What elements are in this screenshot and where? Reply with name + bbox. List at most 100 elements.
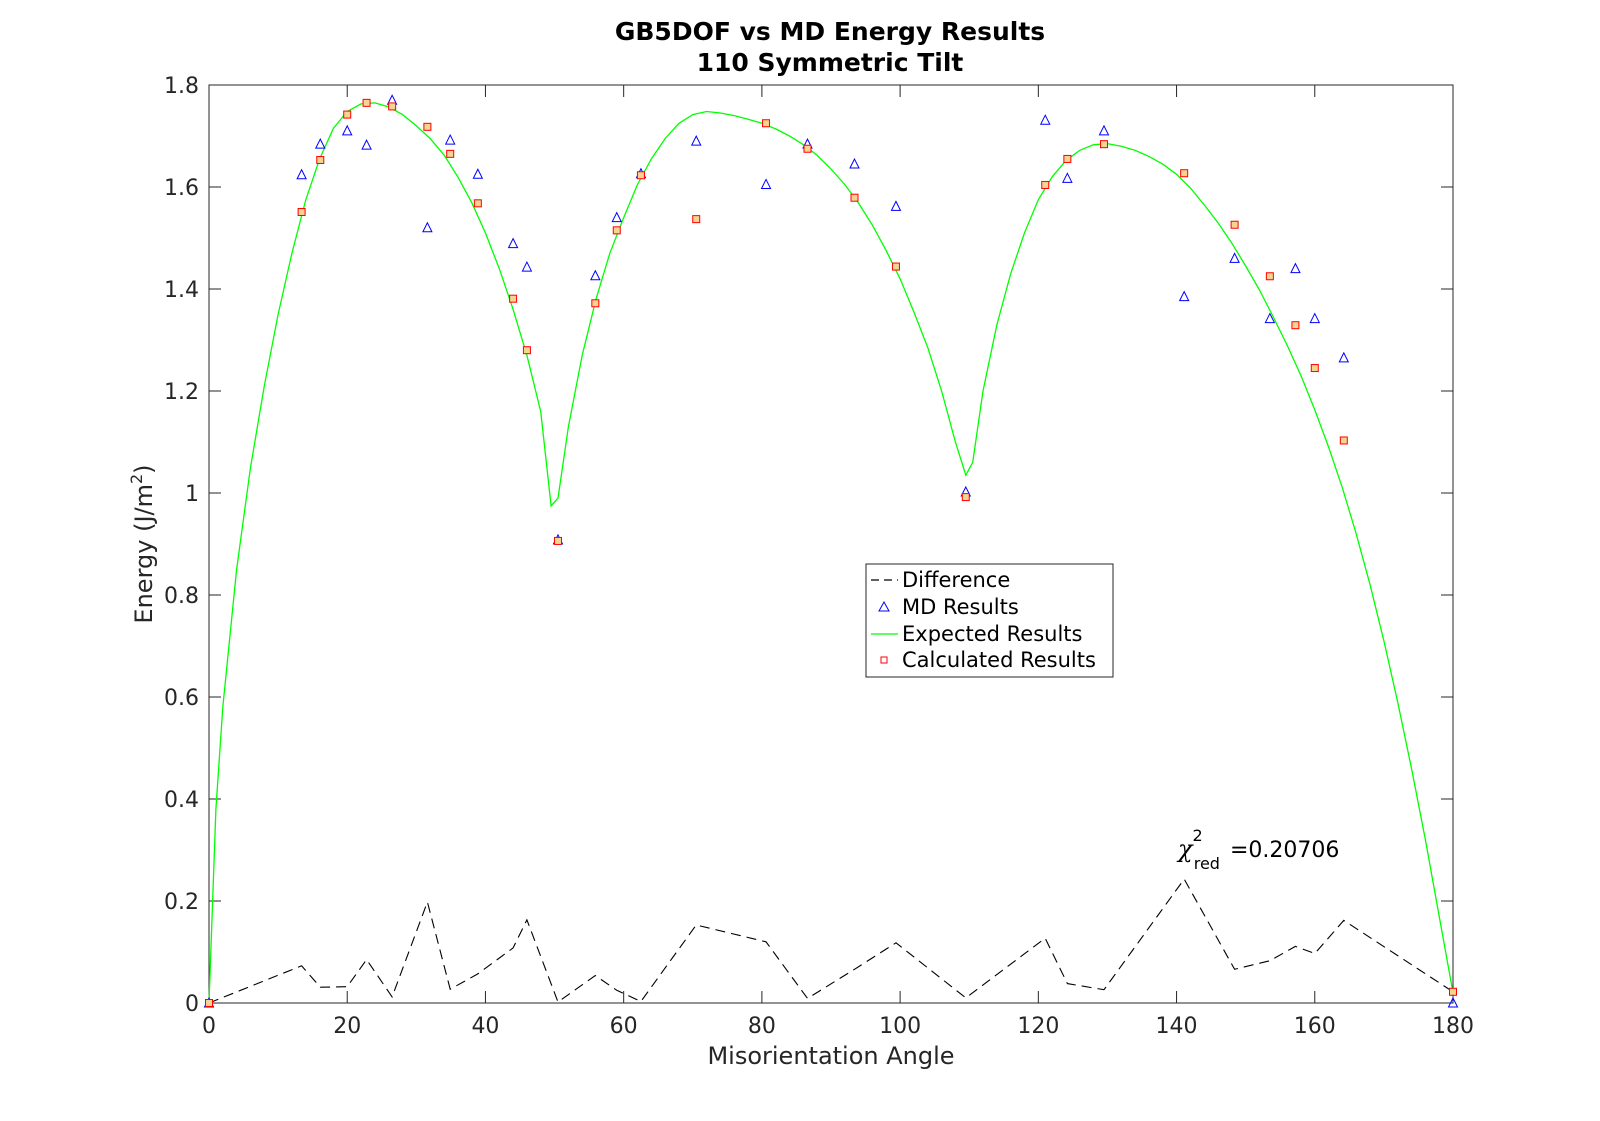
x-tick-label: 100 [879,1014,921,1039]
chi-symbol: χ [1176,835,1194,863]
legend-calculated-swatch [880,656,888,664]
calculated-point [343,110,352,119]
x-tick-label: 80 [748,1014,776,1039]
x-tick-label: 180 [1432,1014,1474,1039]
calculated-point [1310,364,1319,373]
calculated-point [446,149,455,158]
md-point [296,168,307,180]
x-tick-label: 20 [333,1014,361,1039]
chi-squared-annotation: χ2 red =0.20706 [1176,826,1339,873]
series-difference [208,878,1454,1004]
md-point [1178,290,1190,302]
md-point [507,237,519,249]
series-calculated-results [205,98,1457,1007]
calculated-point [1099,140,1108,149]
calculated-point [1180,169,1189,178]
md-point [341,124,353,136]
y-axis-label: Energy (J/m2) [127,464,158,623]
md-point [1447,996,1459,1008]
x-tick-labels: 0 20 40 60 80 100 120 140 160 180 [202,1014,1474,1039]
chi-subscript: red [1194,854,1220,873]
y-tick-label: 0.2 [164,890,199,915]
calculated-point [636,171,645,180]
y-tick-label: 0.4 [164,788,199,813]
calculated-point [362,98,371,107]
y-tick-label: 0 [185,992,199,1017]
md-point [1264,312,1276,324]
legend-box [865,563,1114,678]
calculated-point [1063,154,1072,163]
md-point [690,134,702,146]
y-tick-label: 0.8 [164,584,199,609]
y-axis-label-sup: 2 [127,474,146,484]
y-tick-label: 1.8 [164,74,199,99]
x-tick-label: 40 [471,1014,499,1039]
md-point [361,139,372,150]
calculated-point [509,294,518,303]
x-tick-label: 160 [1294,1014,1336,1039]
calculated-point [692,215,701,224]
md-point [890,200,902,211]
md-point [1062,172,1073,183]
calculated-point [297,207,306,216]
calculated-point [423,122,432,131]
plot-area [208,84,1454,1004]
calculated-point [850,193,859,202]
calculated-point [316,155,325,164]
calculated-point [1449,987,1457,996]
calculated-point [205,999,213,1007]
chi-superscript: 2 [1193,826,1203,845]
x-tick-label: 120 [1017,1014,1059,1039]
calculated-point [612,226,621,235]
x-tick-label: 60 [610,1014,638,1039]
y-axis-label-tail: ) [130,464,158,473]
series-md-results [203,94,1459,1008]
md-point [314,138,326,149]
x-axis-label: Misorientation Angle [707,1042,954,1070]
y-tick-label: 1.2 [164,380,199,405]
md-point [590,269,601,281]
md-point [1039,114,1051,125]
y-axis-label-main: Energy (J/m [130,484,158,624]
md-point [760,178,772,189]
expected-results-line [208,102,1454,1004]
calculated-point [522,346,531,355]
calculated-point [1230,220,1239,229]
calculated-point [473,199,482,208]
y-tick-label: 0.6 [164,686,199,711]
md-point [1309,312,1321,324]
y-tick-label: 1.4 [164,278,199,303]
axis-ticks [208,84,1454,1004]
chart-subtitle: 110 Symmetric Tilt [697,48,964,77]
legend: Difference MD Results Expected Results C… [865,563,1114,678]
calculated-point [961,493,970,502]
calculated-point [388,102,397,111]
md-point [1098,124,1110,136]
md-point [521,260,533,272]
md-point [422,221,433,233]
y-tick-label: 1.6 [164,176,199,201]
y-tick-labels: 0 0.2 0.4 0.6 0.8 1 1.2 1.4 1.6 1.8 [164,74,199,1017]
calculated-point [762,119,771,128]
calculated-point [803,144,812,153]
chart-title: GB5DOF vs MD Energy Results [615,17,1045,46]
x-tick-label: 140 [1156,1014,1198,1039]
md-point [444,133,456,145]
difference-line [208,878,1454,1004]
series-expected-results [208,102,1454,1004]
calculated-point [1041,180,1050,189]
calculated-point [891,262,900,271]
legend-difference-label: Difference [902,568,1010,592]
md-point [611,211,623,223]
calculated-point [591,299,600,308]
legend-md-label: MD Results [902,595,1019,619]
legend-expected-label: Expected Results [902,622,1082,646]
calculated-point [554,536,563,545]
md-point [1290,262,1301,274]
legend-md-swatch [878,600,890,612]
calculated-point [1291,321,1300,330]
calculated-point [1339,436,1348,445]
legend-calculated-label: Calculated Results [902,648,1096,672]
calculated-point [1265,272,1274,281]
